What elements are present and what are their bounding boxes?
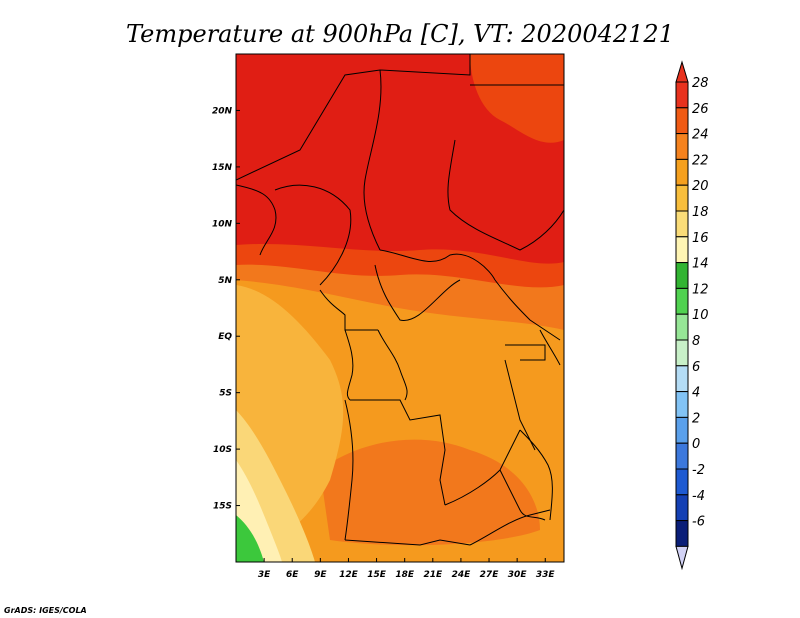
colorbar-label: 10 [692,308,709,323]
colorbar-label: 18 [692,205,709,220]
colorbar-swatch [675,287,689,315]
colorbar-swatch [675,158,689,186]
country-borders [236,54,564,546]
x-tick-label: 18E [395,570,415,580]
colorbar-label: 6 [692,360,700,375]
colorbar-label: -6 [692,515,705,530]
x-tick-label: 27E [480,570,500,580]
colorbar-label: 4 [692,386,700,401]
colorbar-label: 22 [692,153,709,168]
temperature-field [236,54,564,562]
y-tick-label: 15N [212,163,233,173]
colorbar-label: 16 [692,231,709,246]
colorbar-swatch [675,107,689,135]
zone-warm-south [320,439,540,546]
colorbar-label: 14 [692,257,709,272]
x-tick-label: 3E [258,570,271,580]
colorbar-swatch [675,442,689,470]
colorbar-label: 8 [692,334,700,349]
y-tick-label: 10S [213,445,232,455]
colorbar-bottom-arrow [675,545,689,571]
colorbar-label: 2 [692,411,700,426]
colorbar-swatch [675,236,689,264]
x-tick-label: 21E [423,570,443,580]
credit-label: GrADS: IGES/COLA [4,606,87,615]
colorbar-swatch [675,210,689,238]
colorbar-top-arrow [675,60,689,83]
colorbar-label: 24 [692,128,709,143]
colorbar-swatch [675,494,689,522]
temperature-map: 3E 6E 9E 12E 15E 18E 21E 24E 27E 30E 33E 20N 15N 10N… [212,53,565,580]
map-frame [235,53,565,563]
x-tick-label: 15E [367,570,387,580]
y-tick-label: EQ [218,332,232,342]
colorbar-swatch [675,184,689,212]
colorbar-swatch [675,365,689,393]
figure-title: Temperature at 900hPa [C], VT: 202004212… [126,20,674,48]
colorbar-label: 28 [692,76,709,91]
colorbar-swatch [675,416,689,444]
colorbar-label: -4 [692,489,705,504]
y-axis: 20N 15N 10N 5N EQ 5S 10S 15S [212,106,240,512]
y-tick-label: 10N [212,219,233,229]
x-tick-label: 9E [314,570,327,580]
y-tick-label: 15S [213,502,232,512]
x-tick-label: 6E [286,570,299,580]
x-axis: 3E 6E 9E 12E 15E 18E 21E 24E 27E 30E 33E [258,558,556,580]
y-tick-label: 20N [212,106,233,116]
colorbar-swatch [675,313,689,341]
colorbar-swatch [675,339,689,367]
colorbar-swatch [675,520,689,547]
colorbar-swatch [675,262,689,289]
colorbar-swatch [675,133,689,160]
colorbar-label: 26 [692,102,709,117]
colorbar-swatch [675,391,689,418]
zone-green [236,515,264,562]
zone-warm-northeast [470,54,564,143]
colorbar-label: 0 [692,437,700,452]
colorbar-label: -2 [692,463,705,478]
colorbar-label: 20 [692,179,709,194]
y-tick-label: 5N [218,276,232,286]
colorbar-swatch [675,81,689,109]
y-tick-label: 5S [219,389,232,399]
x-tick-label: 33E [536,570,556,580]
x-tick-label: 24E [452,570,472,580]
colorbar-label: 12 [692,282,709,297]
colorbar-swatch [675,468,689,496]
x-tick-label: 12E [339,570,359,580]
x-tick-label: 30E [508,570,528,580]
